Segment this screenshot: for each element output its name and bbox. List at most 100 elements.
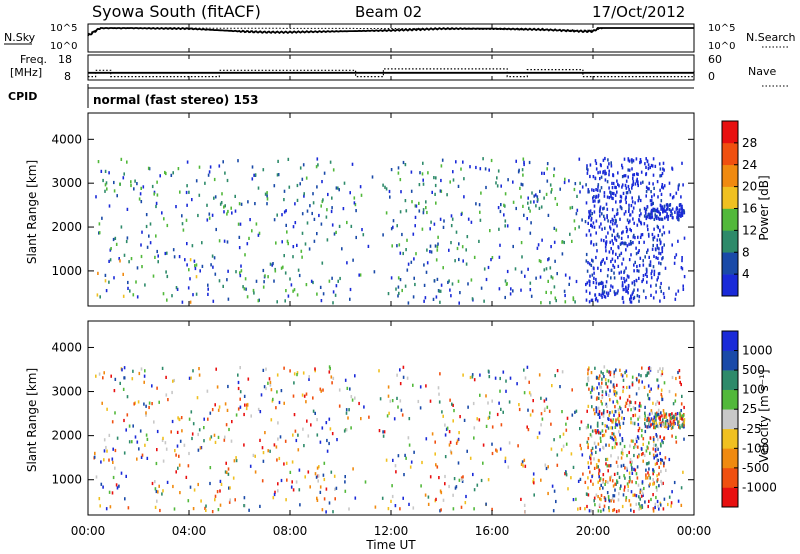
echo-point [587, 437, 590, 441]
echo-point [227, 472, 230, 476]
echo-point [529, 209, 531, 213]
echo-point [681, 417, 683, 421]
echo-point [298, 488, 301, 492]
echo-point [638, 426, 641, 430]
echo-point [237, 373, 239, 377]
echo-point [648, 484, 650, 488]
echo-point [638, 295, 641, 299]
echo-point [292, 433, 294, 437]
echo-point [104, 279, 107, 283]
nave-tick-top: 60 [708, 53, 722, 66]
echo-point [397, 294, 399, 298]
echo-point [577, 479, 580, 483]
echo-point [610, 475, 613, 479]
echo-point [351, 398, 354, 402]
echo-point [126, 236, 129, 240]
echo-point [465, 262, 468, 266]
echo-point [652, 243, 654, 248]
echo-point [632, 206, 635, 210]
echo-point [664, 266, 667, 270]
echo-point [108, 204, 111, 208]
echo-point [587, 493, 590, 497]
echo-point [145, 411, 147, 415]
echo-point [473, 255, 476, 259]
nave-tick-bottom: 0 [708, 70, 715, 83]
echo-point [641, 491, 644, 496]
echo-point [390, 227, 393, 231]
echo-point [425, 384, 427, 388]
echo-point [644, 500, 646, 504]
echo-point [657, 425, 660, 429]
nsky-series-line [87, 26, 694, 37]
echo-point [296, 183, 299, 188]
echo-point [569, 206, 572, 210]
echo-point [618, 430, 620, 434]
echo-point [487, 265, 490, 270]
echo-point [598, 374, 601, 378]
echo-point [326, 438, 328, 443]
echo-point [620, 206, 623, 210]
echo-point [610, 380, 612, 384]
echo-point [638, 404, 641, 408]
echo-point [296, 293, 299, 297]
echo-point [663, 243, 665, 247]
echo-point [629, 227, 631, 231]
echo-point [195, 275, 198, 279]
echo-point [136, 182, 138, 186]
echo-point [373, 270, 376, 274]
echo-point [213, 196, 215, 200]
echo-point [661, 422, 663, 426]
echo-point [635, 392, 638, 396]
echo-point [170, 173, 173, 177]
echo-point [145, 224, 148, 229]
velocity-y-label: Slant Range [km] [25, 368, 39, 472]
echo-point [310, 423, 312, 427]
echo-point [234, 498, 236, 502]
echo-point [597, 200, 600, 204]
echo-point [420, 484, 422, 488]
echo-point [660, 373, 663, 377]
echo-point [664, 420, 667, 424]
echo-point [482, 443, 485, 447]
echo-point [349, 191, 351, 195]
echo-point [650, 423, 652, 427]
echo-point [594, 366, 596, 370]
echo-point [399, 368, 401, 372]
echo-point [528, 391, 531, 395]
echo-point [265, 367, 267, 371]
echo-point [455, 485, 458, 489]
echo-point [322, 198, 324, 202]
echo-point [323, 497, 326, 501]
echo-point [487, 416, 490, 420]
echo-point [193, 259, 196, 263]
echo-point [438, 392, 440, 396]
echo-point [452, 170, 454, 174]
echo-point [102, 485, 104, 489]
echo-point [319, 440, 322, 444]
echo-point [621, 231, 623, 235]
echo-point [665, 215, 668, 219]
echo-point [515, 159, 517, 163]
echo-point [199, 446, 202, 450]
echo-point [600, 281, 603, 286]
echo-point [637, 483, 640, 487]
echo-point [630, 463, 633, 467]
echo-point [155, 204, 157, 209]
echo-point [667, 426, 669, 430]
echo-point [408, 443, 411, 447]
echo-point [641, 233, 644, 237]
echo-point [638, 299, 640, 303]
echo-point [679, 416, 682, 420]
echo-point [650, 417, 653, 421]
echo-point [670, 422, 673, 426]
echo-point [605, 390, 607, 394]
echo-point [616, 179, 618, 183]
echo-point [626, 274, 629, 278]
echo-point [130, 180, 132, 184]
echo-point [396, 396, 398, 400]
echo-point [615, 252, 617, 256]
echo-point [652, 157, 655, 161]
echo-point [243, 394, 246, 398]
echo-point [258, 298, 260, 302]
echo-point [672, 420, 675, 424]
